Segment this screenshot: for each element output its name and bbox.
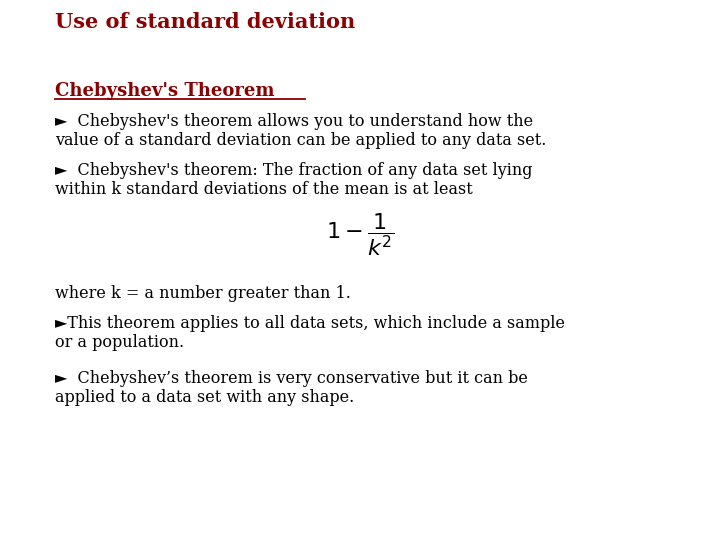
Text: Chebyshev's Theorem: Chebyshev's Theorem bbox=[55, 82, 274, 100]
Text: ►  Chebyshev’s theorem is very conservative but it can be: ► Chebyshev’s theorem is very conservati… bbox=[55, 370, 528, 387]
Text: value of a standard deviation can be applied to any data set.: value of a standard deviation can be app… bbox=[55, 132, 546, 149]
Text: $1 - \dfrac{1}{k^2}$: $1 - \dfrac{1}{k^2}$ bbox=[325, 212, 395, 258]
Text: ►  Chebyshev's theorem allows you to understand how the: ► Chebyshev's theorem allows you to unde… bbox=[55, 113, 533, 130]
Text: where k = a number greater than 1.: where k = a number greater than 1. bbox=[55, 285, 351, 302]
Text: ►  Chebyshev's theorem: The fraction of any data set lying: ► Chebyshev's theorem: The fraction of a… bbox=[55, 162, 533, 179]
Text: applied to a data set with any shape.: applied to a data set with any shape. bbox=[55, 389, 354, 406]
Text: Use of standard deviation: Use of standard deviation bbox=[55, 12, 355, 32]
Text: or a population.: or a population. bbox=[55, 334, 184, 351]
Text: ►This theorem applies to all data sets, which include a sample: ►This theorem applies to all data sets, … bbox=[55, 315, 565, 332]
Text: within k standard deviations of the mean is at least: within k standard deviations of the mean… bbox=[55, 181, 473, 198]
Text: 22: 22 bbox=[9, 55, 29, 69]
